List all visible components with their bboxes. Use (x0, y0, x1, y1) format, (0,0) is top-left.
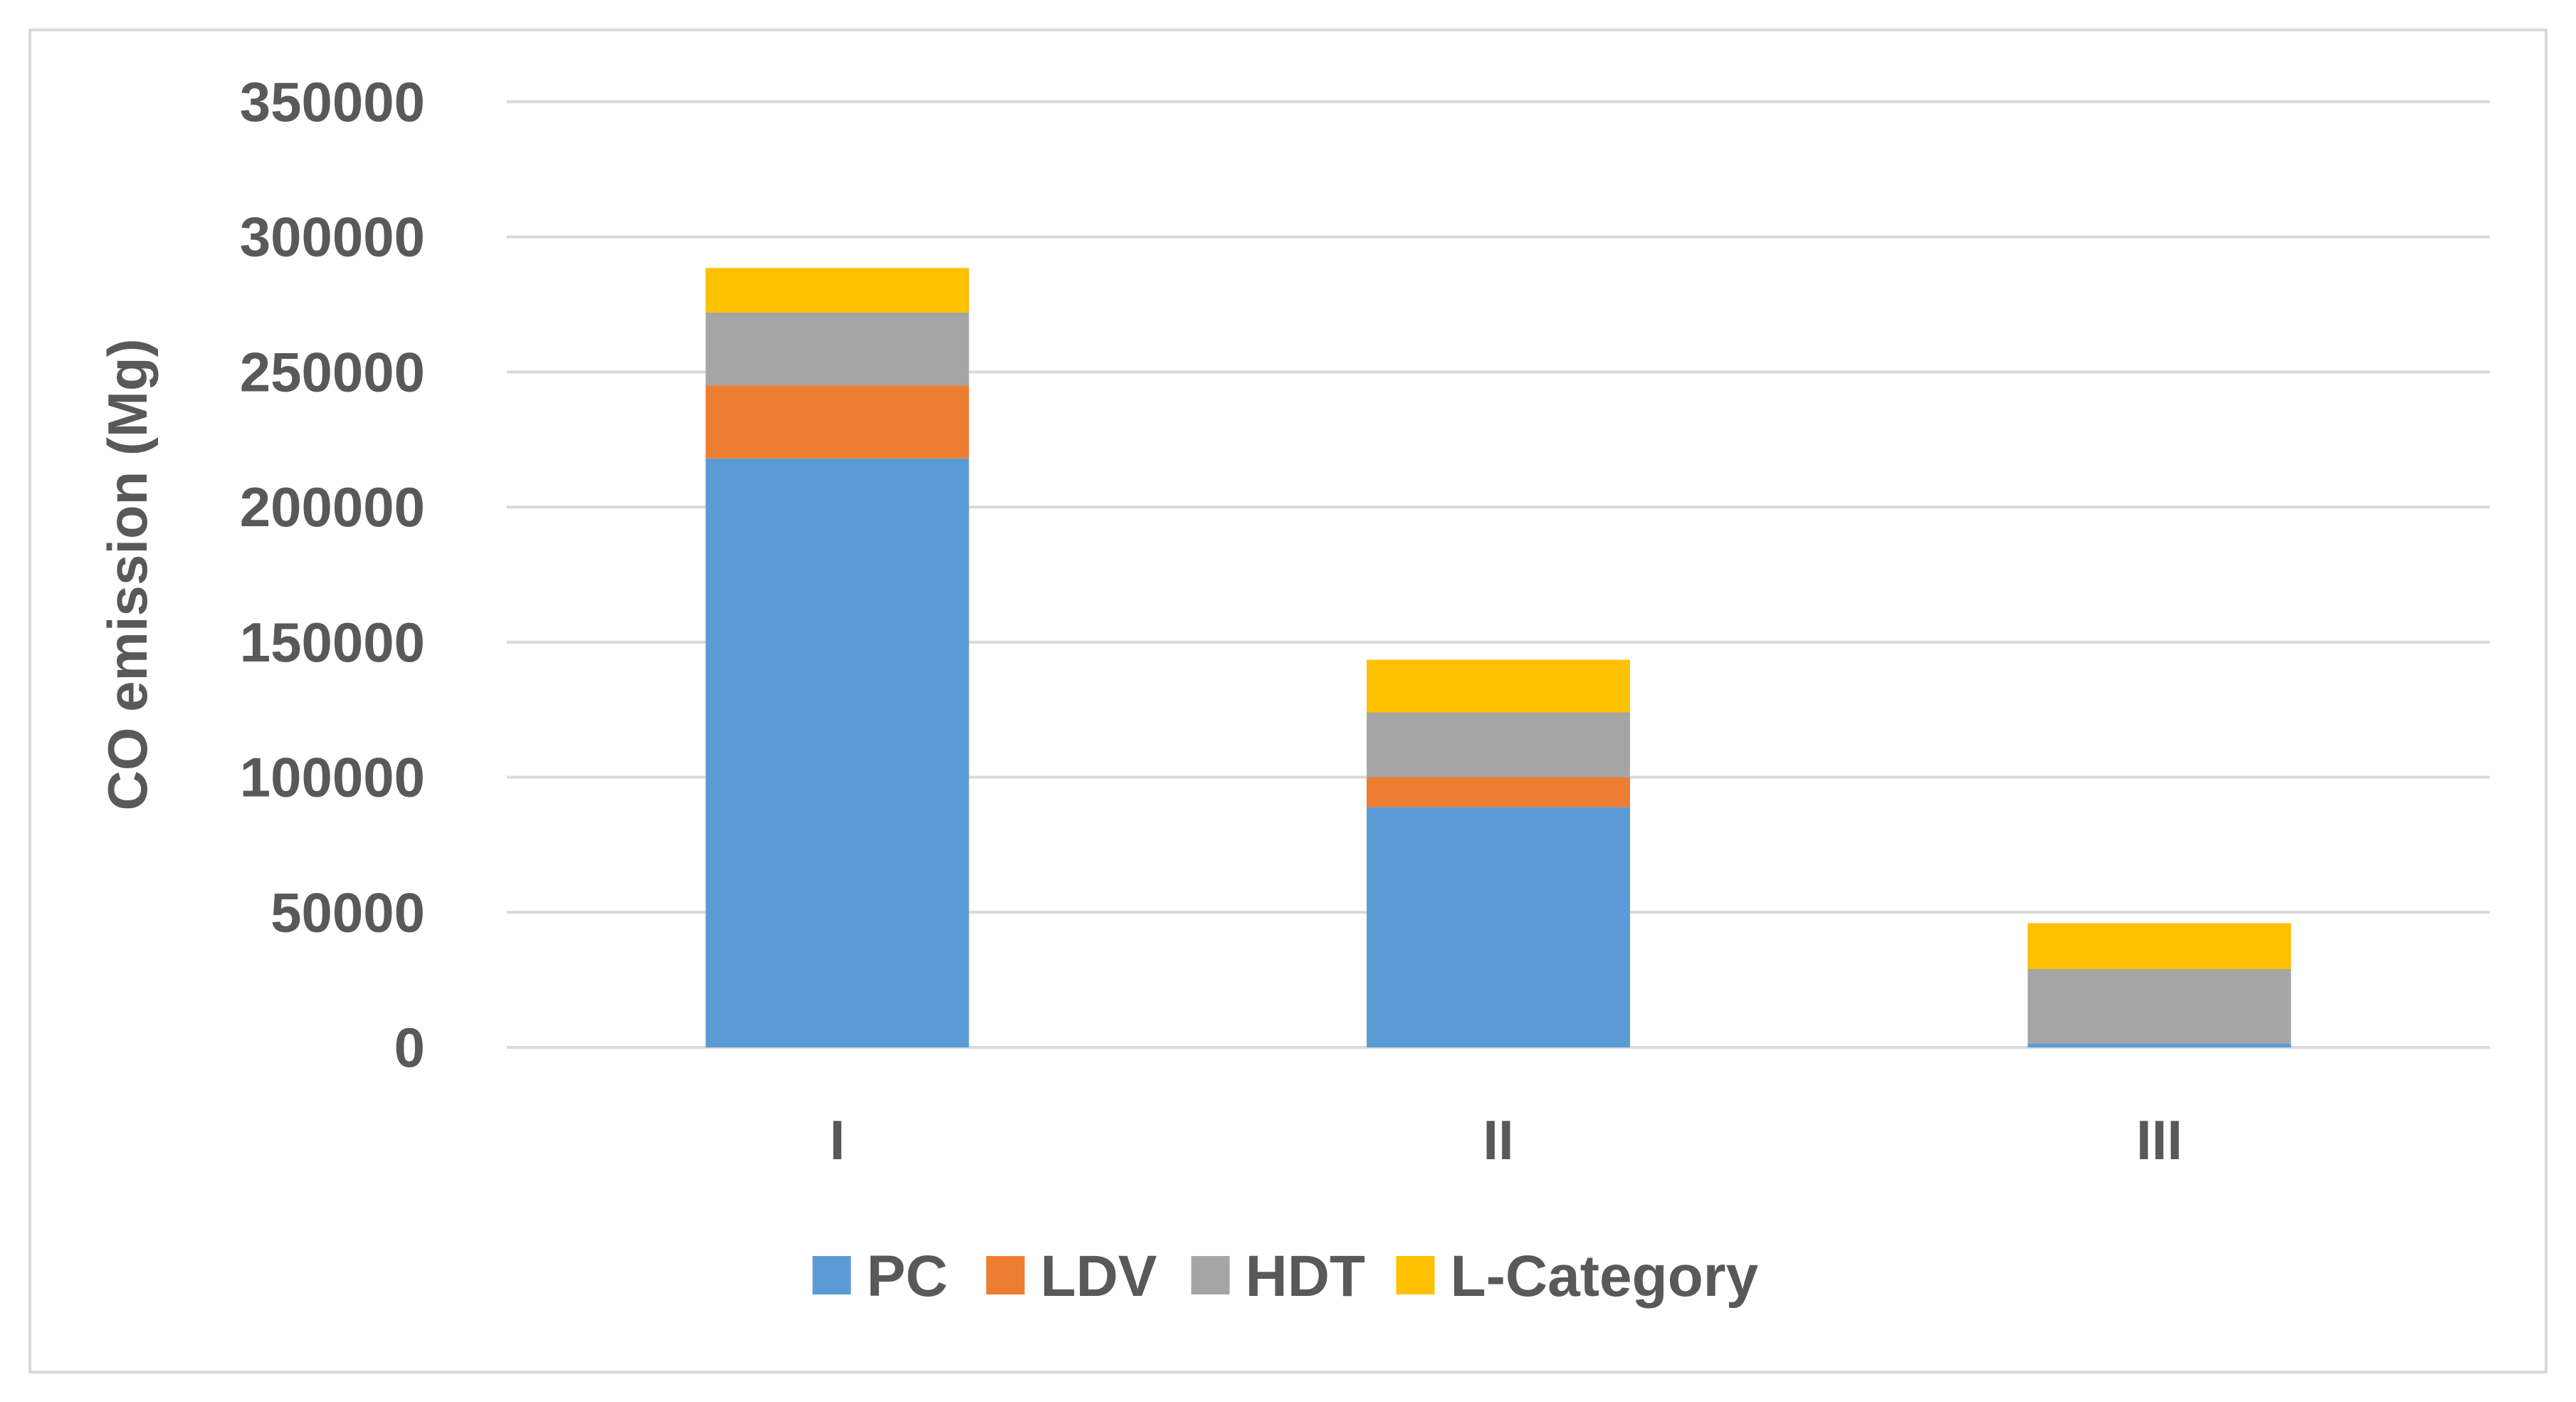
y-tick-label: 0 (394, 1016, 425, 1079)
legend-swatch-l-category (1396, 1256, 1435, 1294)
bar-segment-hdt-i (705, 312, 969, 386)
legend: PC LDV HDT L-Category (812, 1244, 1759, 1309)
legend-label-pc: PC (867, 1244, 948, 1309)
legend-swatch-ldv (986, 1256, 1025, 1294)
legend-label-hdt: HDT (1246, 1244, 1366, 1309)
y-tick-label: 150000 (240, 611, 425, 674)
x-tick-label: III (2136, 1109, 2182, 1171)
bar-segment-ldv-ii (1367, 777, 1630, 807)
x-axis-ticks: I II III (829, 1109, 2182, 1171)
bar-segment-pc-ii (1367, 807, 1630, 1047)
bar-segment-pc-iii (2027, 1043, 2291, 1047)
bar-segment-ldv-i (705, 385, 969, 459)
x-tick-label: II (1483, 1109, 1513, 1171)
y-tick-label: 200000 (240, 476, 425, 538)
bar-segment-l-category-ii (1367, 659, 1630, 713)
bar-segment-pc-i (705, 458, 969, 1047)
bar-segment-l-category-i (705, 268, 969, 313)
y-tick-label: 300000 (240, 206, 425, 268)
chart-frame (28, 28, 2548, 1374)
legend-swatch-pc (812, 1256, 851, 1294)
bars (705, 268, 2291, 1047)
legend-label-ldv: LDV (1041, 1244, 1157, 1309)
y-tick-label: 350000 (240, 70, 425, 133)
bar-segment-hdt-iii (2027, 968, 2291, 1044)
y-tick-label: 50000 (270, 881, 425, 943)
legend-swatch-hdt (1191, 1256, 1230, 1294)
y-axis-title: CO emission (Mg) (96, 338, 159, 810)
y-axis-ticks: 0 50000 100000 150000 200000 250000 300000 3500… (240, 70, 425, 1079)
legend-label-l-category: L-Category (1451, 1244, 1759, 1309)
x-tick-label: I (829, 1109, 845, 1171)
y-tick-label: 250000 (240, 340, 425, 403)
bar-segment-l-category-iii (2027, 923, 2291, 969)
y-tick-label: 100000 (240, 746, 425, 809)
bar-segment-hdt-ii (1367, 712, 1630, 778)
